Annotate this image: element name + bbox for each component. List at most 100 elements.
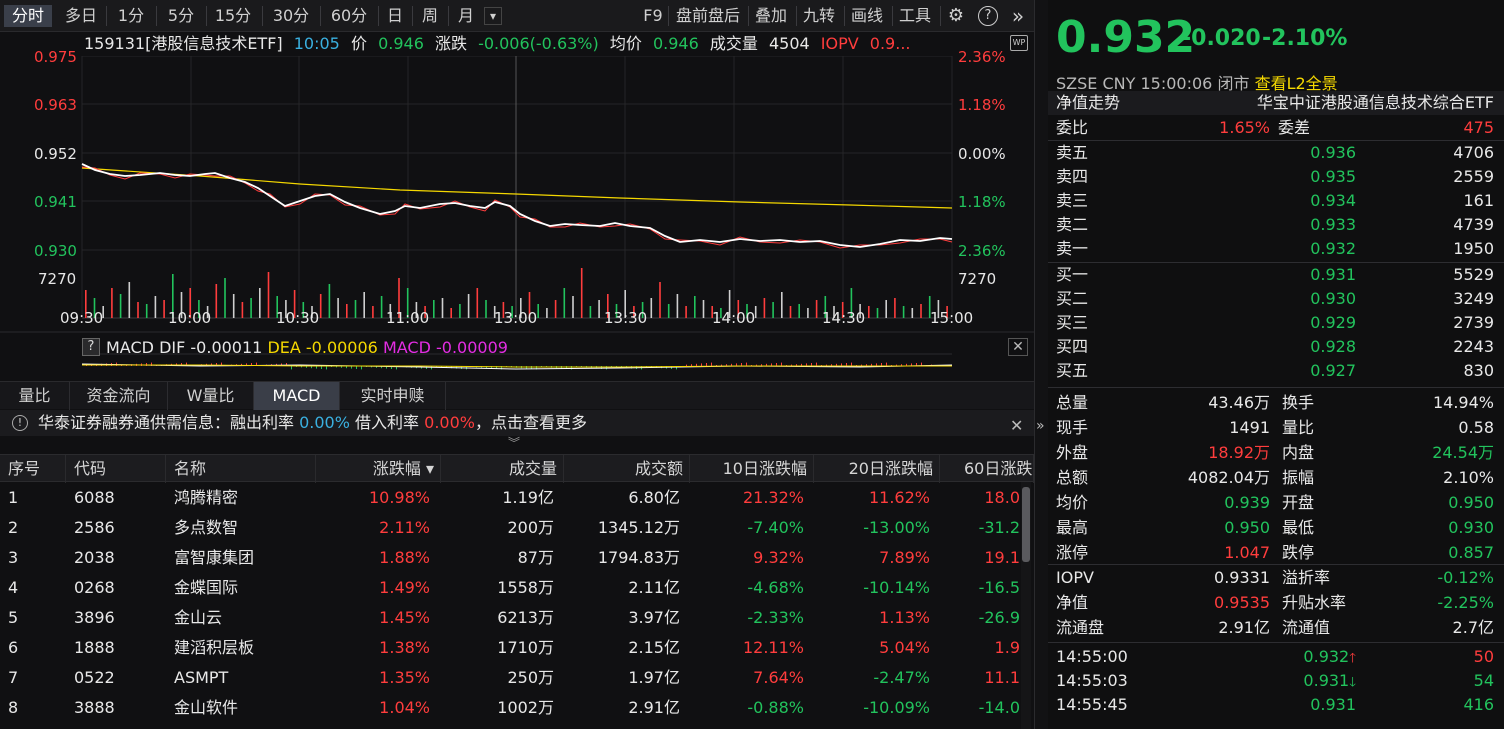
ask-row[interactable]: 卖三 0.934 161 (1048, 189, 1504, 213)
col-header-20d-change[interactable]: 20日涨跌幅 (814, 455, 940, 483)
period-tab-30min[interactable]: 30分 (272, 6, 310, 25)
draw-line-button[interactable]: 画线 (850, 6, 883, 25)
stat-row: 均价 0.939 开盘 0.950 (1048, 491, 1504, 515)
col-header-code[interactable]: 代码 (66, 455, 166, 483)
macd-macd-label: MACD (382, 338, 431, 357)
col-header-index[interactable]: 序号 (0, 455, 66, 483)
period-dropdown-icon[interactable]: ▾ (484, 7, 502, 25)
macd-close-icon[interactable]: ✕ (1008, 338, 1028, 356)
period-tab-day[interactable]: 日 (386, 6, 403, 25)
tab-volume-ratio[interactable]: 量比 (0, 382, 70, 410)
scrollbar-thumb[interactable] (1022, 487, 1030, 562)
overlay-button[interactable]: 叠加 (754, 6, 787, 25)
row-name: 建滔积层板 (174, 638, 255, 657)
volume-bar (337, 298, 339, 318)
price-line (81, 163, 953, 248)
bid-row[interactable]: 买四 0.928 2243 (1048, 335, 1504, 359)
col-header-change-pct[interactable]: 涨跌幅 ▾ (316, 455, 441, 483)
tab-fund-flow[interactable]: 资金流向 (70, 382, 168, 410)
col-header-name[interactable]: 名称 (166, 455, 316, 483)
ask-row[interactable]: 卖四 0.935 2559 (1048, 165, 1504, 189)
bid-row[interactable]: 买三 0.929 2739 (1048, 311, 1504, 335)
row-20d-change: 7.89% (879, 548, 930, 567)
collapse-arrow-icon[interactable]: » (1036, 418, 1045, 434)
row-change-pct: 1.45% (379, 608, 430, 627)
period-tab-60min[interactable]: 60分 (330, 6, 368, 25)
macd-bar (611, 366, 612, 367)
row-code: 2038 (74, 548, 115, 567)
margin-info-text[interactable]: 华泰证券融券通供需信息：融出利率 0.00% 借入利率 0.00%，点击查看更多 (38, 410, 587, 436)
table-scrollbar[interactable] (1021, 482, 1031, 729)
table-row[interactable]: 2 2586 多点数智 2.11% 200万 1345.12万 -7.40% -13.00% -… (0, 513, 1020, 543)
tick-price: 0.931 (1258, 693, 1356, 717)
table-row[interactable]: 1 6088 鸿腾精密 10.98% 1.19亿 6.80亿 21.32% 11.62% 18.… (0, 483, 1020, 513)
chevron-down-icon[interactable]: ︾ (508, 436, 521, 450)
close-icon[interactable]: ✕ (1010, 416, 1024, 435)
stat-label: 最低 (1282, 518, 1315, 537)
tab-realtime-creation[interactable]: 实时申赎 (340, 382, 446, 410)
period-tab-5min[interactable]: 5分 (167, 6, 195, 25)
tab-macd[interactable]: MACD (254, 382, 340, 410)
period-tab-multiday[interactable]: 多日 (64, 6, 97, 25)
bid-row[interactable]: 买五 0.927 830 (1048, 359, 1504, 383)
volume-bar (641, 302, 644, 318)
volume-bar (389, 304, 392, 318)
tools-button[interactable]: 工具 (898, 6, 931, 25)
nine-turn-button[interactable]: 九转 (802, 6, 835, 25)
col-header-amount[interactable]: 成交额 (564, 455, 690, 483)
volume-bar (293, 290, 296, 318)
period-tab-15min[interactable]: 15分 (214, 6, 252, 25)
bid-row[interactable]: 买二 0.930 3249 (1048, 287, 1504, 311)
bid-price: 0.929 (1310, 313, 1356, 332)
period-tab-intraday[interactable]: 分时 (4, 5, 52, 27)
macd-bar (906, 363, 907, 366)
window-pin-icon[interactable]: WP (1010, 35, 1028, 51)
table-row[interactable]: 6 1888 建滔积层板 1.38% 1710万 2.15亿 12.11% 5.04% 1.9 (0, 633, 1020, 663)
ask-price: 0.933 (1310, 215, 1356, 234)
help-icon[interactable]: ? (978, 6, 998, 26)
period-tab-month[interactable]: 月 (457, 6, 474, 25)
l2-panorama-link[interactable]: 查看L2全景 (1254, 74, 1338, 93)
intraday-chart[interactable] (0, 56, 1034, 386)
period-tab-1min[interactable]: 1分 (117, 6, 145, 25)
ask-row[interactable]: 卖五 0.936 4706 (1048, 141, 1504, 165)
divider (668, 6, 669, 26)
table-row[interactable]: 8 3888 金山软件 1.04% 1002万 2.91亿 -0.88% -10.09% -14… (0, 693, 1020, 723)
nav-trend-label[interactable]: 净值走势 (1056, 93, 1121, 112)
table-row[interactable]: 4 0268 金蝶国际 1.49% 1558万 2.11亿 -4.68% -10.14% -16… (0, 573, 1020, 603)
f9-button[interactable]: F9 (643, 6, 663, 25)
volume-axis-label-right: 7270 (958, 270, 997, 288)
bid-row[interactable]: 买一 0.931 5529 (1048, 263, 1504, 287)
period-tab-week[interactable]: 周 (421, 6, 438, 25)
row-code: 2586 (74, 518, 115, 537)
macd-bar (836, 363, 837, 366)
col-header-volume[interactable]: 成交量 (441, 455, 564, 483)
table-row[interactable]: 7 0522 ASMPT 1.35% 250万 1.97亿 7.64% -2.47% 11.1 (0, 663, 1020, 693)
nav-trend-row[interactable]: 净值走势 华宝中证港股通信息技术综合ETF (1048, 91, 1504, 115)
volume-bar (206, 306, 209, 318)
pre-post-market-button[interactable]: 盘前盘后 (675, 6, 740, 25)
macd-bar (246, 363, 247, 366)
table-row[interactable]: 3 2038 富智康集团 1.88% 87万 1794.83万 9.32% 7.89% 19.1 (0, 543, 1020, 573)
panel-divider[interactable]: » (1034, 0, 1048, 729)
tab-w-volume-ratio[interactable]: W量比 (168, 382, 254, 410)
macd-help-icon[interactable]: ? (82, 338, 100, 356)
volume-bar (476, 288, 479, 318)
expand-more-icon[interactable]: » (1011, 4, 1025, 28)
margin-info-bar[interactable]: ! 华泰证券融券通供需信息：融出利率 0.00% 借入利率 0.00%，点击查看… (0, 410, 1034, 436)
col-header-60d-change[interactable]: 60日涨跌 (940, 455, 1034, 483)
macd-bar (336, 366, 337, 368)
table-row[interactable]: 5 3896 金山云 1.45% 6213万 3.97亿 -2.33% 1.13% -26.9 (0, 603, 1020, 633)
row-code: 1888 (74, 638, 115, 657)
stat-label: 溢折率 (1282, 568, 1331, 587)
ask-row[interactable]: 卖二 0.933 4739 (1048, 213, 1504, 237)
ask-row[interactable]: 卖一 0.932 1950 (1048, 237, 1504, 261)
macd-bar (306, 366, 307, 368)
volume-bar (485, 300, 487, 318)
col-header-10d-change[interactable]: 10日涨跌幅 (690, 455, 814, 483)
macd-bar (286, 363, 287, 366)
stat-value: 2.10% (1443, 468, 1494, 487)
macd-bar (676, 366, 677, 370)
gear-icon[interactable]: ⚙ (947, 5, 965, 26)
row-change-pct: 10.98% (368, 488, 430, 507)
